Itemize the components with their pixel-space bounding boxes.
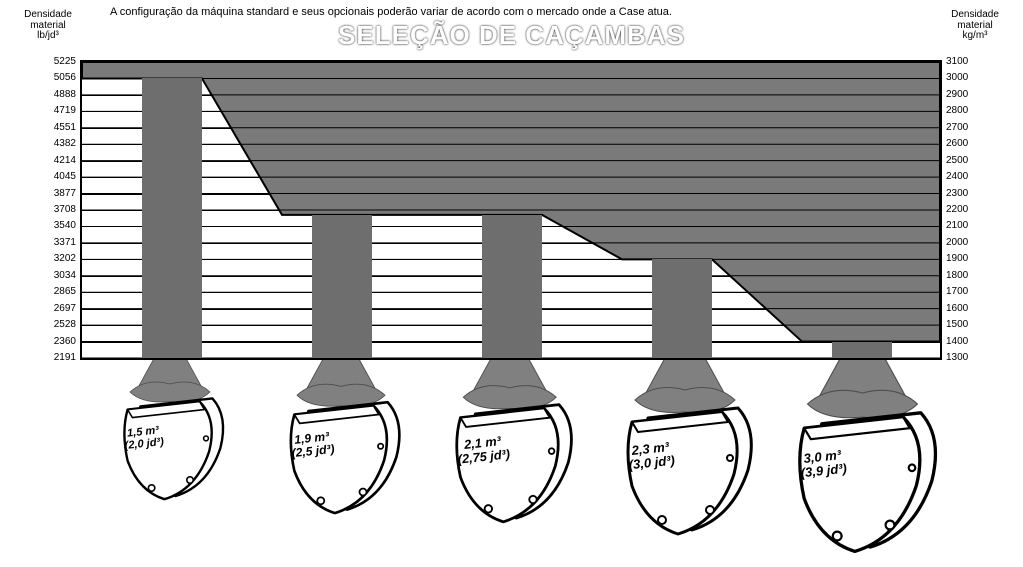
- y-tick-left: 3371: [36, 238, 82, 248]
- y-tick-left: 5056: [36, 73, 82, 83]
- y-tick-right: 2700: [940, 123, 986, 133]
- y-tick-right: 1600: [940, 304, 986, 314]
- y-tick-left: 2865: [36, 287, 82, 297]
- y-axis-label-right: Densidade material kg/m³: [945, 10, 1005, 42]
- density-bar: [832, 342, 892, 358]
- chart-title: SELEÇÃO DE CAÇAMBAS: [338, 20, 685, 51]
- config-note: A configuração da máquina standard e seu…: [110, 6, 672, 18]
- bucket: 1,9 m³(2,5 jd³): [275, 360, 407, 518]
- axis-label-line: material: [30, 20, 66, 31]
- y-tick-left: 4888: [36, 90, 82, 100]
- y-tick-left: 2697: [36, 304, 82, 314]
- bucket-capacity-label: 2,1 m³(2,75 jd³): [455, 434, 510, 467]
- y-tick-right: 1700: [940, 287, 986, 297]
- bucket-capacity-label: 3,0 m³(3,9 jd³): [798, 448, 847, 481]
- y-tick-right: 2300: [940, 189, 986, 199]
- y-tick-right: 1300: [940, 353, 986, 363]
- y-tick-left: 2191: [36, 353, 82, 363]
- y-tick-left: 3540: [36, 221, 82, 231]
- y-tick-right: 2000: [940, 238, 986, 248]
- y-tick-right: 1500: [940, 320, 986, 330]
- y-tick-left: 4382: [36, 139, 82, 149]
- y-tick-left: 3034: [36, 271, 82, 281]
- y-tick-right: 2200: [940, 205, 986, 215]
- y-tick-left: 3202: [36, 254, 82, 264]
- y-tick-right: 1400: [940, 337, 986, 347]
- gridline: [82, 358, 940, 359]
- chart-figure: A configuração da máquina standard e seu…: [0, 0, 1023, 567]
- y-tick-right: 2500: [940, 156, 986, 166]
- y-tick-left: 2528: [36, 320, 82, 330]
- density-bar: [142, 78, 202, 358]
- bucket-row: 1,5 m³(2,0 jd³) 1,9 m³(2,5 jd³) 2,1 m³(2,7…: [80, 360, 942, 560]
- y-tick-left: 2360: [36, 337, 82, 347]
- bucket-capacity-label: 2,3 m³(3,0 jd³): [627, 440, 676, 473]
- y-tick-right: 1800: [940, 271, 986, 281]
- density-bar: [482, 215, 542, 358]
- y-tick-left: 4719: [36, 106, 82, 116]
- y-axis-label-left: Densidade material lb/jd³: [18, 10, 78, 42]
- y-tick-left: 4214: [36, 156, 82, 166]
- y-tick-right: 2800: [940, 106, 986, 116]
- axis-label-line: material: [957, 20, 993, 31]
- density-bar: [312, 215, 372, 358]
- y-tick-right: 2600: [940, 139, 986, 149]
- y-tick-right: 2100: [940, 221, 986, 231]
- y-tick-left: 5225: [36, 57, 82, 67]
- bucket-capacity-label: 1,5 m³(2,0 jd³): [123, 424, 165, 452]
- chart-area: 5225310050563000488829004719280045512700…: [80, 60, 942, 360]
- y-tick-left: 3708: [36, 205, 82, 215]
- y-tick-right: 3100: [940, 57, 986, 67]
- axis-label-line: lb/jd³: [37, 30, 59, 41]
- density-bar: [652, 259, 712, 358]
- y-tick-right: 2900: [940, 90, 986, 100]
- y-tick-left: 4551: [36, 123, 82, 133]
- y-tick-left: 3877: [36, 189, 82, 199]
- axis-label-line: kg/m³: [963, 30, 988, 41]
- bucket-capacity-label: 1,9 m³(2,5 jd³): [290, 430, 335, 461]
- axis-label-line: Densidade: [951, 9, 999, 20]
- bucket: 2,3 m³(3,0 jd³): [610, 360, 760, 540]
- y-tick-right: 1900: [940, 254, 986, 264]
- axis-label-line: Densidade: [24, 9, 72, 20]
- bucket: 1,5 m³(2,0 jd³): [110, 360, 230, 504]
- y-tick-left: 4045: [36, 172, 82, 182]
- bucket: 2,1 m³(2,75 jd³): [440, 360, 580, 527]
- y-tick-right: 2400: [940, 172, 986, 182]
- bucket: 3,0 m³(3,9 jd³): [780, 360, 945, 558]
- y-tick-right: 3000: [940, 73, 986, 83]
